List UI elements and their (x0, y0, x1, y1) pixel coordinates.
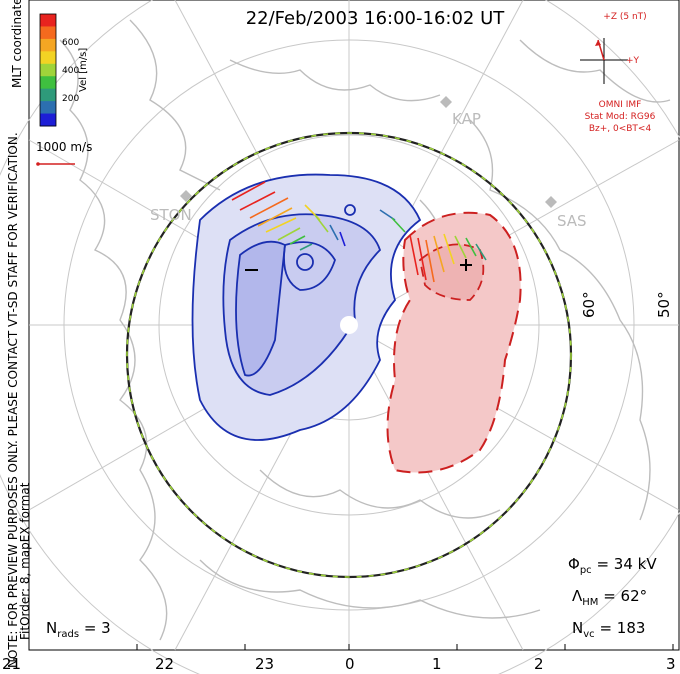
station-kap: KAP (452, 110, 481, 128)
imf-condition: Bz+, 0<BT<4 (588, 124, 652, 134)
radar-count: Nrads = 3 (46, 619, 111, 640)
velocity-colorbar (40, 14, 56, 127)
imf-clock (580, 38, 628, 84)
mlt-tick-21: 21 (2, 655, 22, 673)
colorbar-swatch (40, 76, 56, 90)
cross-polar-cap-potential: Φpc = 34 kV (568, 555, 657, 576)
colorbar-tick-600: 600 (62, 38, 80, 48)
fit-order-note: FitOrder: 8, mapEX format (18, 482, 32, 640)
colorbar-swatch (40, 113, 56, 127)
pole-marker (340, 316, 358, 334)
boundary-vectors (126, 132, 572, 578)
colorbar-swatch (40, 26, 56, 40)
vector-count: Nvc = 183 (572, 619, 646, 640)
colorbar-swatch (40, 38, 56, 52)
hmb-latitude: ΛHM = 62° (572, 587, 648, 608)
imf-bz-label: +Z (5 nT) (603, 12, 647, 22)
positive-cell-marker (460, 259, 472, 271)
colorbar-tick-200: 200 (62, 94, 80, 104)
stat-model: Stat Mod: RG96 (584, 112, 656, 122)
mlt-tick-22: 22 (155, 655, 175, 673)
mlt-tick-marks (28, 644, 674, 650)
latitude-label-50: 50° (655, 291, 673, 318)
mlt-tick-0: 0 (345, 655, 355, 673)
mlt-tick-3: 3 (666, 655, 676, 673)
colorbar-swatch (40, 14, 56, 27)
station-sas: SAS (557, 212, 587, 230)
colorbar-swatch (40, 51, 56, 65)
imf-source: OMNI IMF (598, 100, 642, 110)
velocity-vectors (231, 181, 487, 283)
colorbar-label: Vel [m/s] (78, 47, 89, 92)
mlt-tick-23: 23 (255, 655, 275, 673)
negative-convection-cell (191, 173, 422, 441)
positive-convection-cell (386, 211, 522, 474)
colorbar-swatch (40, 101, 56, 115)
reference-vector-label: 1000 m/s (36, 140, 93, 154)
colorbar-tick-400: 400 (62, 66, 80, 76)
colorbar-swatch (40, 88, 56, 102)
mlt-tick-2: 2 (534, 655, 544, 673)
coordinates-label: MLT coordinates (10, 0, 24, 88)
station-ston: STON (150, 206, 192, 224)
imf-by-label: +Y (626, 56, 640, 66)
latitude-label-60: 60° (580, 291, 598, 318)
colorbar-swatch (40, 63, 56, 77)
station-markers (180, 96, 557, 208)
map-title: 22/Feb/2003 16:00-16:02 UT (245, 8, 505, 29)
mlt-tick-1: 1 (432, 655, 442, 673)
